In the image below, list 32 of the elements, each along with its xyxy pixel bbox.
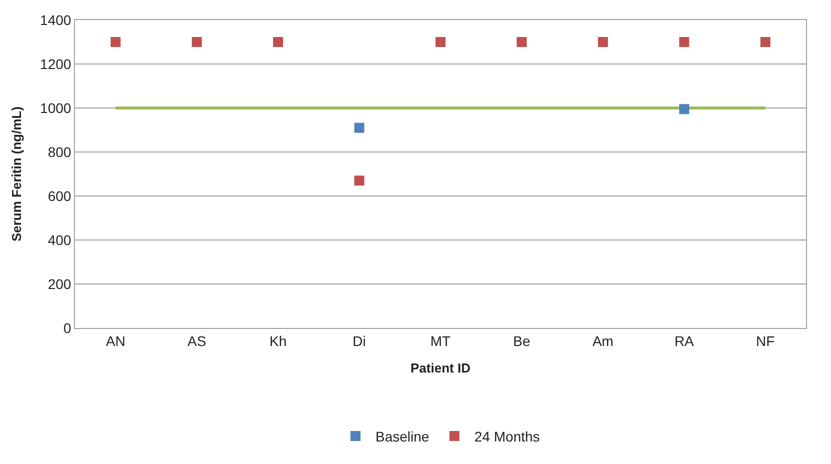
point	[598, 37, 608, 47]
x-axis-title: Patient ID	[410, 360, 470, 376]
point	[516, 37, 527, 47]
x-tick-label: Di	[352, 332, 366, 349]
x-tick-label: AS	[187, 332, 206, 349]
y-tick-label: 400	[48, 232, 72, 248]
point	[679, 37, 690, 47]
x-tick-label: Am	[592, 332, 614, 349]
x-tick-label: MT	[430, 332, 452, 349]
point	[760, 37, 770, 47]
x-tick-label: AN	[106, 332, 126, 349]
x-tick-label: Be	[513, 332, 530, 349]
y-axis-title: Serum Feritin (ng/mL)	[8, 106, 24, 242]
y-tick-label: 1400	[40, 12, 72, 28]
y-tick-label: 1000	[40, 100, 72, 116]
point	[679, 104, 690, 114]
y-tick-label: 600	[48, 188, 72, 204]
y-tick-label: 0	[63, 320, 72, 336]
x-tick-label: RA	[674, 332, 695, 349]
point	[192, 37, 202, 47]
point	[436, 37, 446, 47]
legend-label: 24 Months	[474, 428, 540, 444]
point	[354, 176, 364, 186]
x-tick-label: Kh	[269, 332, 287, 349]
x-tick-label: NF	[756, 332, 775, 349]
y-tick-label: 800	[48, 144, 72, 160]
point	[110, 37, 121, 47]
y-tick-label: 200	[48, 276, 72, 292]
point	[354, 122, 364, 133]
y-tick-label: 1200	[40, 56, 72, 72]
point	[273, 37, 284, 47]
legend-label: Baseline	[376, 428, 430, 444]
